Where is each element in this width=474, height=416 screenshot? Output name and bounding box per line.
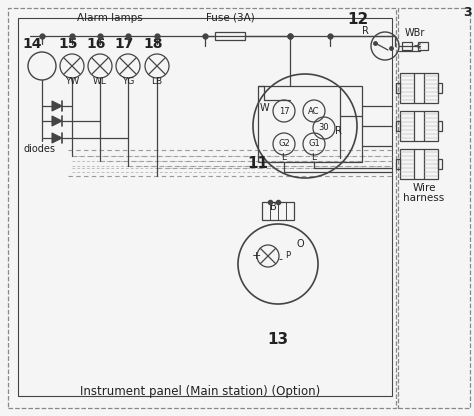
Text: Instrument panel (Main station) (Option): Instrument panel (Main station) (Option) bbox=[80, 386, 320, 399]
Text: L: L bbox=[311, 154, 317, 163]
Text: G2: G2 bbox=[278, 139, 290, 149]
Text: LB: LB bbox=[151, 77, 163, 87]
Text: B: B bbox=[270, 202, 276, 212]
Text: 11: 11 bbox=[247, 156, 268, 171]
Text: 30: 30 bbox=[319, 124, 329, 133]
Text: 17: 17 bbox=[114, 37, 134, 51]
Text: YW: YW bbox=[65, 77, 79, 87]
Polygon shape bbox=[52, 133, 62, 143]
Text: 18: 18 bbox=[143, 37, 163, 51]
Text: 15: 15 bbox=[58, 37, 78, 51]
Text: Wire: Wire bbox=[412, 183, 436, 193]
Text: WBr: WBr bbox=[405, 28, 425, 38]
Text: Alarm lamps: Alarm lamps bbox=[77, 13, 143, 23]
Text: YG: YG bbox=[122, 77, 134, 87]
Text: AC: AC bbox=[308, 106, 320, 116]
Text: W: W bbox=[259, 103, 269, 113]
Text: -: - bbox=[278, 254, 282, 264]
Text: 14: 14 bbox=[22, 37, 42, 51]
Text: R: R bbox=[362, 26, 368, 36]
Text: Fuse (3A): Fuse (3A) bbox=[206, 13, 255, 23]
Text: 13: 13 bbox=[267, 332, 289, 347]
Text: 12: 12 bbox=[347, 12, 369, 27]
Text: L: L bbox=[282, 154, 286, 163]
Text: harness: harness bbox=[403, 193, 445, 203]
Text: +: + bbox=[251, 251, 261, 261]
Text: diodes: diodes bbox=[24, 144, 56, 154]
Polygon shape bbox=[52, 116, 62, 126]
Text: WL: WL bbox=[93, 77, 107, 87]
Text: O: O bbox=[296, 239, 304, 249]
Polygon shape bbox=[52, 101, 62, 111]
Text: R: R bbox=[335, 126, 341, 136]
Text: 17: 17 bbox=[279, 106, 289, 116]
Text: G1: G1 bbox=[308, 139, 320, 149]
Text: 3: 3 bbox=[464, 5, 472, 18]
Text: P: P bbox=[285, 252, 291, 260]
Text: 16: 16 bbox=[86, 37, 106, 51]
